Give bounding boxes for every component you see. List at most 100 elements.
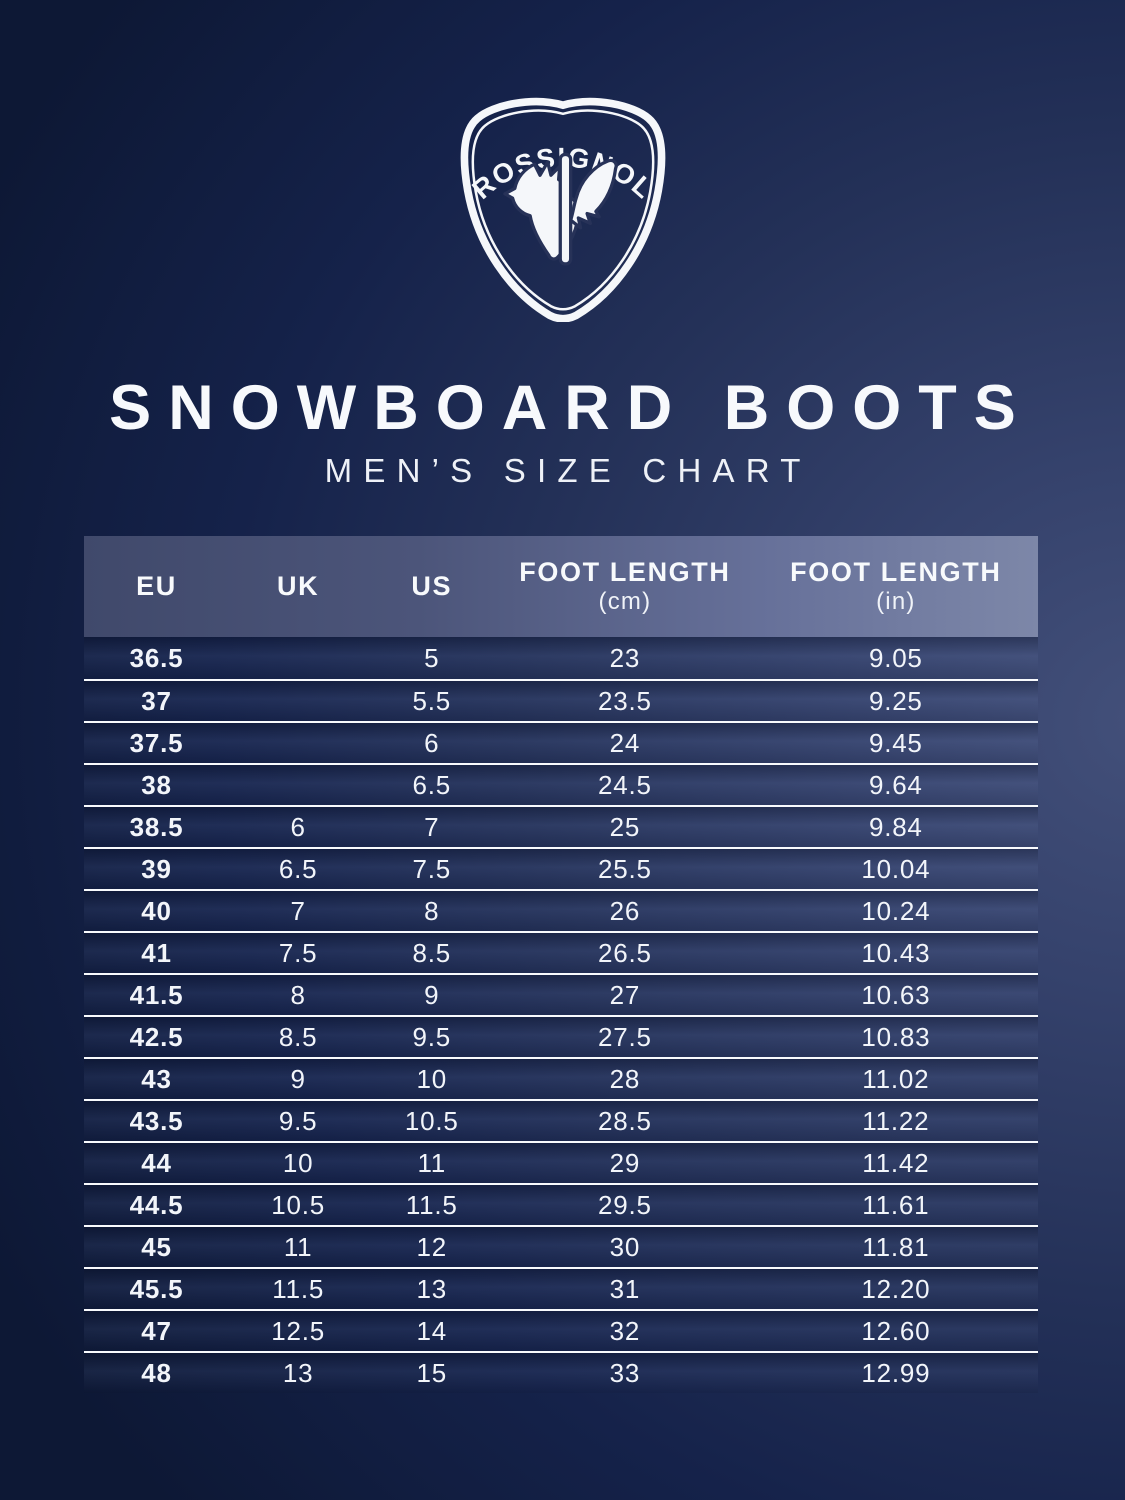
table-row: 44.5 10.5 11.5 29.5 11.61 <box>84 1183 1038 1225</box>
cell-uk: 6.5 <box>278 853 318 884</box>
column-header-foot-length-cm: FOOT LENGTH (cm) <box>496 536 754 637</box>
cell-us: 15 <box>416 1357 447 1388</box>
cell-foot-length-in: 10.63 <box>861 979 931 1010</box>
cell-us: 13 <box>416 1273 447 1304</box>
cell-us: 8 <box>424 895 440 926</box>
table-row: 45 11 12 30 11.81 <box>84 1225 1038 1267</box>
cell-eu: 41.5 <box>129 979 184 1010</box>
table-row: 45.5 11.5 13 31 12.20 <box>84 1267 1038 1309</box>
cell-foot-length-in: 10.83 <box>861 1021 931 1052</box>
cell-foot-length-in: 12.20 <box>861 1273 931 1304</box>
cell-uk: 8 <box>290 979 306 1010</box>
cell-foot-length-cm: 26.5 <box>598 937 652 968</box>
table-row: 43 9 10 28 11.02 <box>84 1057 1038 1099</box>
cell-foot-length-in: 10.43 <box>861 937 931 968</box>
cell-eu: 45 <box>141 1231 172 1262</box>
cell-foot-length-cm: 23 <box>609 642 641 673</box>
cell-us: 11 <box>417 1147 446 1178</box>
cell-foot-length-cm: 25 <box>609 811 641 842</box>
cell-uk: 6 <box>290 811 306 842</box>
cell-foot-length-in: 12.99 <box>861 1357 931 1388</box>
column-header-foot-length-in: FOOT LENGTH (in) <box>754 536 1038 637</box>
cell-eu: 40 <box>141 895 172 926</box>
shield-outline <box>460 97 665 322</box>
table-body: 36.5 5 23 9.05 37 5.5 23.5 9.25 37.5 6 24 9.45 38 6.5… <box>84 637 1038 1393</box>
table-row: 41.5 8 9 27 10.63 <box>84 973 1038 1015</box>
ski-stripe-icon <box>558 152 572 266</box>
cell-foot-length-cm: 23.5 <box>598 685 652 716</box>
cell-us: 7 <box>424 811 440 842</box>
cell-uk: 8.5 <box>278 1021 318 1052</box>
cell-eu: 38.5 <box>129 811 184 842</box>
cell-foot-length-in: 11.02 <box>862 1063 930 1094</box>
table-row: 40 7 8 26 10.24 <box>84 889 1038 931</box>
column-header-unit: (cm) <box>598 588 652 616</box>
cell-us: 11.5 <box>405 1189 458 1220</box>
cell-us: 6 <box>424 727 440 758</box>
cell-foot-length-cm: 29.5 <box>598 1189 652 1220</box>
table-row: 39 6.5 7.5 25.5 10.04 <box>84 847 1038 889</box>
column-header-label: EU <box>136 570 177 601</box>
cell-us: 10.5 <box>404 1105 459 1136</box>
cell-foot-length-cm: 32 <box>609 1315 641 1346</box>
cell-uk: 11.5 <box>272 1273 325 1304</box>
cell-foot-length-in: 9.05 <box>868 642 923 673</box>
column-header-label: US <box>411 570 453 601</box>
cell-eu: 47 <box>141 1315 172 1346</box>
cell-eu: 38 <box>141 769 172 800</box>
cell-uk: 10 <box>282 1147 314 1178</box>
cell-foot-length-in: 11.81 <box>862 1231 930 1262</box>
table-row: 36.5 5 23 9.05 <box>84 637 1038 679</box>
cell-foot-length-in: 9.45 <box>868 727 923 758</box>
cell-eu: 42.5 <box>129 1021 184 1052</box>
cell-us: 7.5 <box>412 853 451 884</box>
cell-foot-length-in: 11.61 <box>862 1189 930 1220</box>
cell-foot-length-in: 12.60 <box>861 1315 931 1346</box>
cell-eu: 39 <box>141 853 172 884</box>
table-row: 48 13 15 33 12.99 <box>84 1351 1038 1393</box>
column-header-label: FOOT LENGTH <box>790 557 1002 588</box>
cell-us: 5 <box>424 642 440 673</box>
table-row: 41 7.5 8.5 26.5 10.43 <box>84 931 1038 973</box>
cell-eu: 43.5 <box>129 1105 184 1136</box>
cell-foot-length-in: 11.22 <box>862 1105 930 1136</box>
column-header-uk: UK <box>229 536 367 637</box>
cell-uk: 7.5 <box>278 937 318 968</box>
cell-foot-length-cm: 27.5 <box>598 1021 652 1052</box>
cell-uk: 11 <box>283 1231 313 1262</box>
cell-foot-length-cm: 27 <box>609 979 641 1010</box>
table-row: 37.5 6 24 9.45 <box>84 721 1038 763</box>
cell-eu: 45.5 <box>129 1273 184 1304</box>
cell-foot-length-cm: 25.5 <box>598 853 652 884</box>
cell-eu: 41 <box>141 937 172 968</box>
cell-foot-length-cm: 24 <box>609 727 641 758</box>
cell-foot-length-cm: 28 <box>609 1063 641 1094</box>
column-header-unit: (in) <box>876 588 916 616</box>
table-row: 47 12.5 14 32 12.60 <box>84 1309 1038 1351</box>
cell-uk: 9.5 <box>278 1105 318 1136</box>
cell-foot-length-in: 9.84 <box>868 811 923 842</box>
cell-foot-length-in: 11.42 <box>862 1147 930 1178</box>
cell-foot-length-cm: 33 <box>609 1357 641 1388</box>
column-header-label: FOOT LENGTH <box>519 557 731 588</box>
cell-foot-length-cm: 31 <box>609 1273 641 1304</box>
cell-foot-length-cm: 29 <box>609 1147 641 1178</box>
cell-foot-length-cm: 28.5 <box>598 1105 652 1136</box>
cell-uk: 7 <box>290 895 306 926</box>
cell-uk: 12.5 <box>271 1315 326 1346</box>
cell-us: 6.5 <box>412 769 451 800</box>
cell-eu: 37 <box>141 685 172 716</box>
cell-uk: 13 <box>282 1357 314 1388</box>
cell-eu: 36.5 <box>129 642 184 673</box>
cell-us: 10 <box>416 1063 447 1094</box>
rossignol-shield-icon: ROSSIGNOL <box>460 97 665 322</box>
cell-foot-length-cm: 30 <box>609 1231 641 1262</box>
page-subtitle: MEN’S SIZE CHART <box>324 452 812 489</box>
table-row: 38 6.5 24.5 9.64 <box>84 763 1038 805</box>
table-row: 38.5 6 7 25 9.84 <box>84 805 1038 847</box>
cell-foot-length-in: 10.04 <box>861 853 931 884</box>
cell-us: 12 <box>416 1231 447 1262</box>
table-row: 42.5 8.5 9.5 27.5 10.83 <box>84 1015 1038 1057</box>
shield-inner-line <box>471 109 654 311</box>
